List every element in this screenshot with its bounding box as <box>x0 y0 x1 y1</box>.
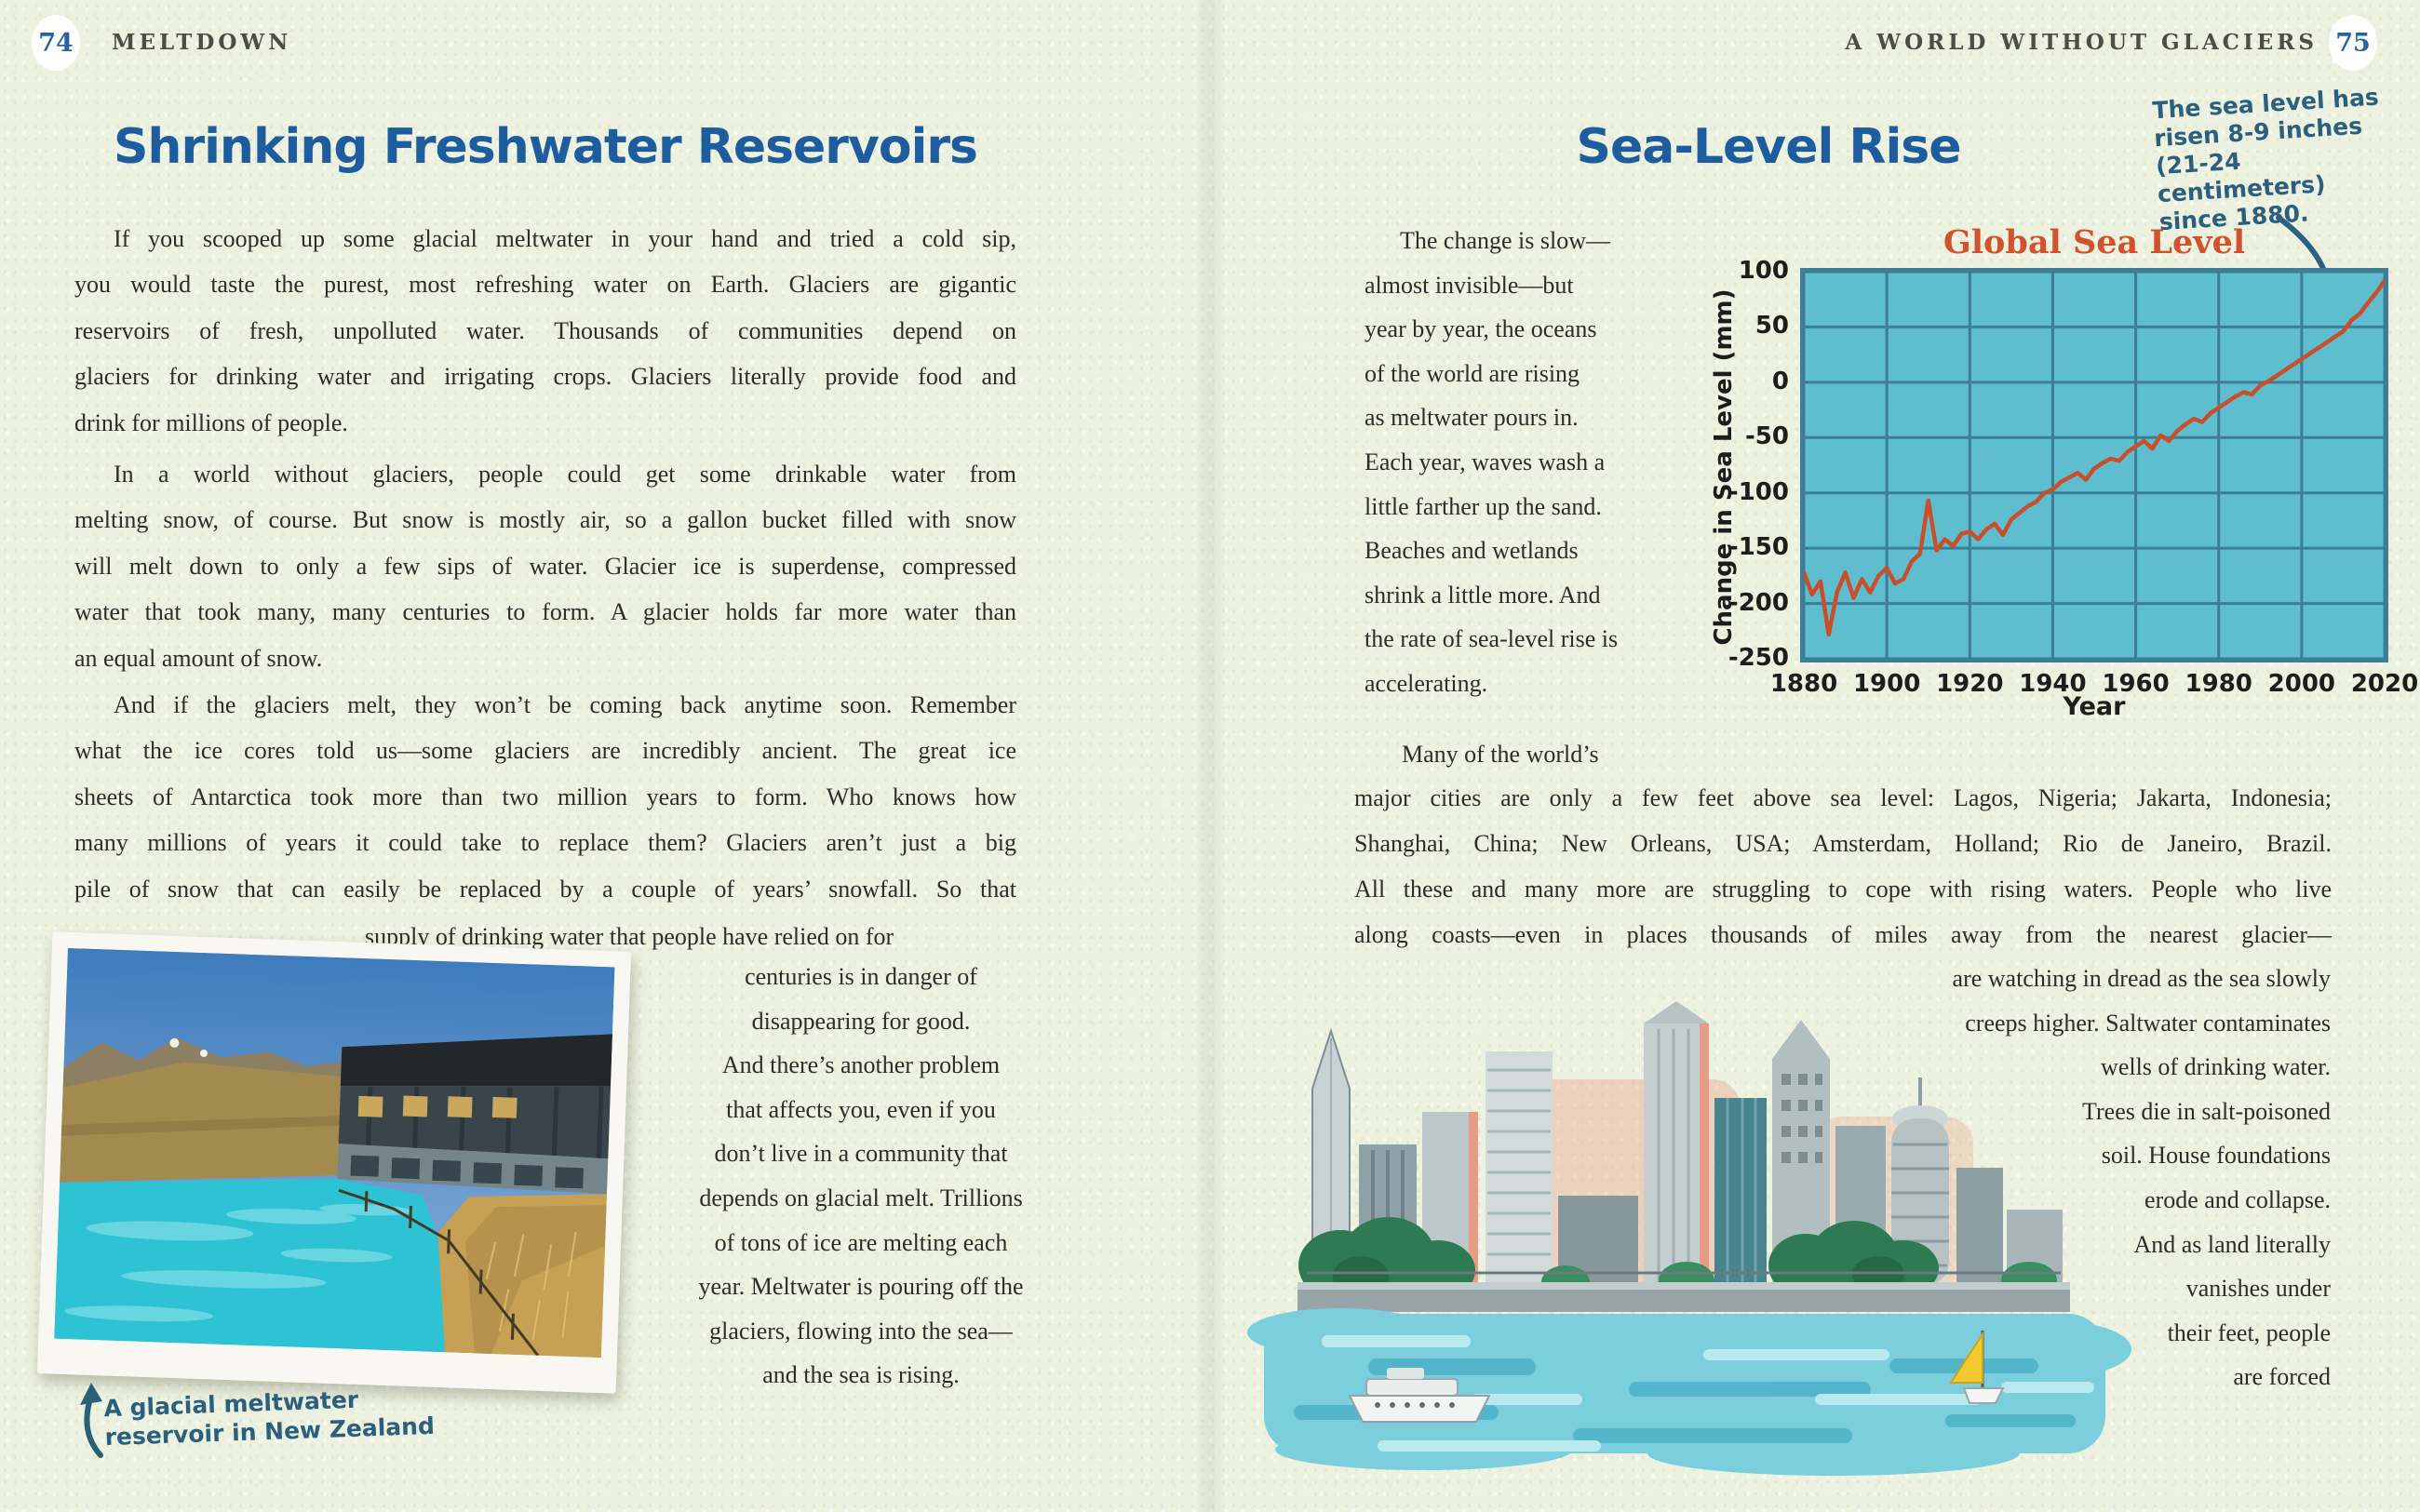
cruise-ship <box>1348 1368 1491 1423</box>
text-line: If you scooped up some glacial meltwater… <box>114 225 1016 252</box>
page-number: 75 <box>2335 28 2371 58</box>
text-line: of tons of ice are melting each <box>714 1228 1008 1256</box>
text-line: their feet, people <box>2167 1318 2331 1346</box>
reservoir-photo <box>36 931 632 1394</box>
page-number-badge: 74 <box>32 15 80 71</box>
text-line: along coasts—even in places thousands of… <box>1354 921 2332 948</box>
x-tick-label: 2000 <box>2267 670 2336 698</box>
text-line: an equal amount of snow. <box>74 644 323 672</box>
y-tick-label: 100 <box>1738 257 1789 285</box>
right-column-text: The change is slow— almost invisible—but y… <box>1365 219 1701 706</box>
text-line: And there’s another problem <box>721 1051 1001 1079</box>
paragraph-1: If you scooped up some glacial meltwater… <box>74 216 1016 446</box>
text-line: little farther up the sand. <box>1365 492 1602 520</box>
y-tick-label: -150 <box>1728 533 1789 562</box>
left-page-title: Shrinking Freshwater Reservoirs <box>113 119 978 175</box>
text-line: Beaches and wetlands <box>1365 537 1579 565</box>
text-line: wells of drinking water. <box>2101 1053 2331 1081</box>
page-spine <box>1194 0 1226 1512</box>
text-line: The change is slow— <box>1400 227 1611 254</box>
text-line: reservoirs of fresh, unpolluted water. T… <box>74 316 1016 344</box>
text-line: sheets of Antarctica took more than two … <box>74 783 1016 810</box>
reservoir-photo-image <box>54 947 615 1358</box>
text-line: pile of snow that can easily be replaced… <box>74 875 1016 903</box>
text-line: melting snow, of course. But snow is mos… <box>74 506 1016 534</box>
x-tick-label: 2020 <box>2350 670 2419 698</box>
text-line: And if the glaciers melt, they won’t be … <box>114 691 1016 718</box>
text-line: Trees die in salt-poisoned <box>2082 1097 2331 1125</box>
text-line: erode and collapse. <box>2144 1185 2331 1213</box>
text-line: glaciers for drinking water and irrigati… <box>74 363 1016 391</box>
y-tick-label: 0 <box>1771 367 1789 395</box>
y-tick-label: -100 <box>1728 477 1789 506</box>
text-line: what the ice cores told us—some glaciers… <box>74 737 1016 765</box>
y-tick-label: -250 <box>1728 644 1789 672</box>
x-tick-label: 1920 <box>1936 670 2004 698</box>
right-page-paragraph: major cities are only a few feet above s… <box>1354 775 2332 957</box>
text-line: creeps higher. Saltwater contaminates <box>1965 1009 2331 1037</box>
text-line: are forced <box>2233 1363 2331 1391</box>
caption-arrow-icon <box>80 1383 103 1458</box>
text-line: soil. House foundations <box>2101 1142 2331 1170</box>
text-line: that affects you, even if you <box>726 1095 996 1123</box>
text-line: year by year, the oceans <box>1365 315 1597 343</box>
text-line: vanishes under <box>2185 1275 2331 1303</box>
page-number-badge: 75 <box>2329 15 2377 71</box>
text-line: many millions of years it could take to … <box>74 829 1016 857</box>
x-tick-label: 1900 <box>1852 670 1921 698</box>
paragraph-3: And if the glaciers melt, they won’t be … <box>74 682 1016 912</box>
ragged-text-column: are watching in dread as the sea slowly c… <box>1768 957 2331 1399</box>
text-line: glaciers, flowing into the sea— <box>709 1317 1013 1345</box>
text-line: disappearing for good. <box>751 1007 971 1035</box>
y-tick-label: 50 <box>1754 312 1789 341</box>
text-line: as meltwater pours in. <box>1365 404 1579 432</box>
sailboat <box>1949 1331 2005 1404</box>
right-page-title: Sea-Level Rise <box>1576 119 1962 175</box>
paragraph-start-line: Many of the world’s <box>1402 741 1599 768</box>
text-line: you would taste the purest, most refresh… <box>74 271 1016 299</box>
text-line: water that took many, many centuries to … <box>74 598 1016 626</box>
text-line: All these and many more are struggling t… <box>1354 876 2332 903</box>
chart-title: Global Sea Level <box>1943 223 2246 261</box>
wrapped-text-column: centuries is in danger of disappearing fo… <box>642 955 1080 1398</box>
text-line: major cities are only a few feet above s… <box>1354 784 2332 811</box>
running-header-right: A WORLD WITHOUT GLACIERS <box>1845 30 2318 55</box>
x-tick-label: 1960 <box>2102 670 2170 698</box>
x-tick-label: 1880 <box>1769 670 1838 698</box>
text-line: are watching in dread as the sea slowly <box>1952 965 2331 992</box>
text-line: year. Meltwater is pouring off the <box>698 1273 1024 1301</box>
text-line: will melt down to only a few sips of wat… <box>74 552 1016 580</box>
sea-level-line <box>1801 278 2387 637</box>
text-line: of the world are rising <box>1365 359 1580 387</box>
photo-caption: A glacial meltwater reservoir in New Zeal… <box>103 1383 435 1452</box>
running-header-left: MELTDOWN <box>112 30 292 55</box>
text-line: centuries is in danger of <box>745 963 977 990</box>
x-axis-title: Year <box>2063 692 2126 721</box>
y-tick-label: -50 <box>1745 422 1789 451</box>
text-line: accelerating. <box>1365 669 1488 697</box>
text-line: drink for millions of people. <box>74 408 348 436</box>
text-line: In a world without glaciers, people coul… <box>114 461 1016 488</box>
text-line: don’t live in a community that <box>714 1140 1008 1168</box>
sea-level-chart: Global Sea Level Change in Sea Level (mm… <box>1710 223 2418 721</box>
x-tick-label: 1980 <box>2185 670 2252 698</box>
text-line: Each year, waves wash a <box>1365 448 1606 475</box>
text-line: And as land literally <box>2133 1230 2331 1258</box>
text-line: the rate of sea-level rise is <box>1365 625 1619 653</box>
chart-plot-area <box>1800 268 2388 662</box>
page-number: 74 <box>38 28 74 58</box>
text-line: depends on glacial melt. Trillions <box>699 1184 1023 1211</box>
text-line: almost invisible—but <box>1365 271 1574 299</box>
text-line: shrink a little more. And <box>1365 581 1601 609</box>
text-line: Shanghai, China; New Orleans, USA; Amste… <box>1354 830 2332 857</box>
paragraph-2: In a world without glaciers, people coul… <box>74 451 1016 681</box>
text-line: and the sea is rising. <box>762 1361 960 1389</box>
city-illustration <box>1247 1001 2131 1476</box>
y-tick-label: -200 <box>1728 588 1789 617</box>
x-tick-label: 1940 <box>2019 670 2087 698</box>
